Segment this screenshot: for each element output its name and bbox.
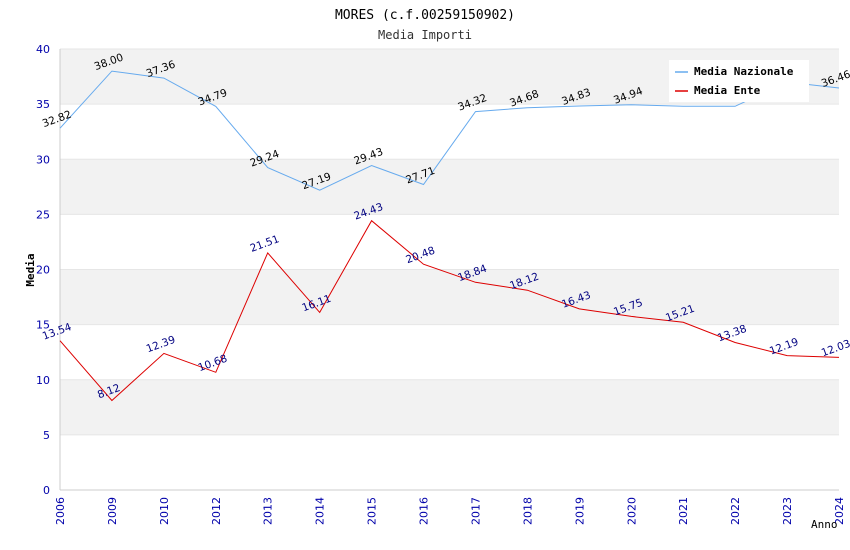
y-tick-label: 20	[36, 264, 50, 277]
x-tick-label: 2023	[781, 497, 794, 525]
legend-label-media-nazionale: Media Nazionale	[694, 65, 794, 78]
y-tick-label: 25	[36, 208, 50, 221]
series-line	[59, 219, 840, 402]
grid-band	[60, 269, 839, 325]
x-axis-label: Anno	[811, 518, 838, 531]
x-tick-label: 2024	[833, 497, 846, 525]
grid-bands	[60, 49, 839, 490]
x-tick-label: 2020	[625, 497, 638, 525]
x-tick-label: 2022	[729, 497, 742, 525]
x-tick-label: 2010	[158, 497, 171, 525]
x-tick-label: 2014	[314, 497, 327, 525]
grid-band	[60, 214, 839, 270]
y-tick-label: 40	[36, 43, 50, 56]
x-tick-label: 2015	[366, 497, 379, 525]
grid-band	[60, 379, 839, 435]
x-tick-label: 2016	[418, 497, 431, 525]
grid-band	[60, 324, 839, 380]
y-tick-label: 15	[36, 319, 50, 332]
series-lines	[59, 70, 840, 402]
y-tick-label: 5	[43, 429, 50, 442]
series-line	[59, 70, 840, 191]
legend-box	[669, 60, 809, 102]
y-tick-label: 30	[36, 153, 50, 166]
axes	[59, 49, 839, 491]
x-axis-ticks: 2006 2009 2010 2012 2013 2014 2015 2016 2017 2018…	[54, 497, 846, 525]
grid-band	[60, 434, 839, 490]
x-tick-label: 2017	[469, 497, 482, 525]
y-tick-label: 35	[36, 98, 50, 111]
y-tick-label: 0	[43, 484, 50, 497]
x-tick-label: 2018	[521, 497, 534, 525]
legend: Media Nazionale Media Ente	[669, 60, 809, 102]
y-tick-label: 10	[36, 374, 50, 387]
x-tick-label: 2006	[54, 497, 67, 525]
x-tick-label: 2009	[106, 497, 119, 525]
y-axis-ticks: 0 5 10 15 20 25 30 35 40	[36, 43, 50, 497]
x-tick-label: 2013	[262, 497, 275, 525]
grid-band	[60, 159, 839, 215]
x-tick-label: 2021	[677, 497, 690, 525]
grid-band	[60, 104, 839, 160]
y-axis-label: Media	[24, 253, 37, 286]
x-tick-label: 2012	[210, 497, 223, 525]
x-tick-label: 2019	[573, 497, 586, 525]
chart-title: MORES (c.f.00259150902)	[335, 8, 515, 23]
legend-label-media-ente: Media Ente	[694, 84, 761, 97]
chart-subtitle: Media Importi	[378, 28, 472, 42]
